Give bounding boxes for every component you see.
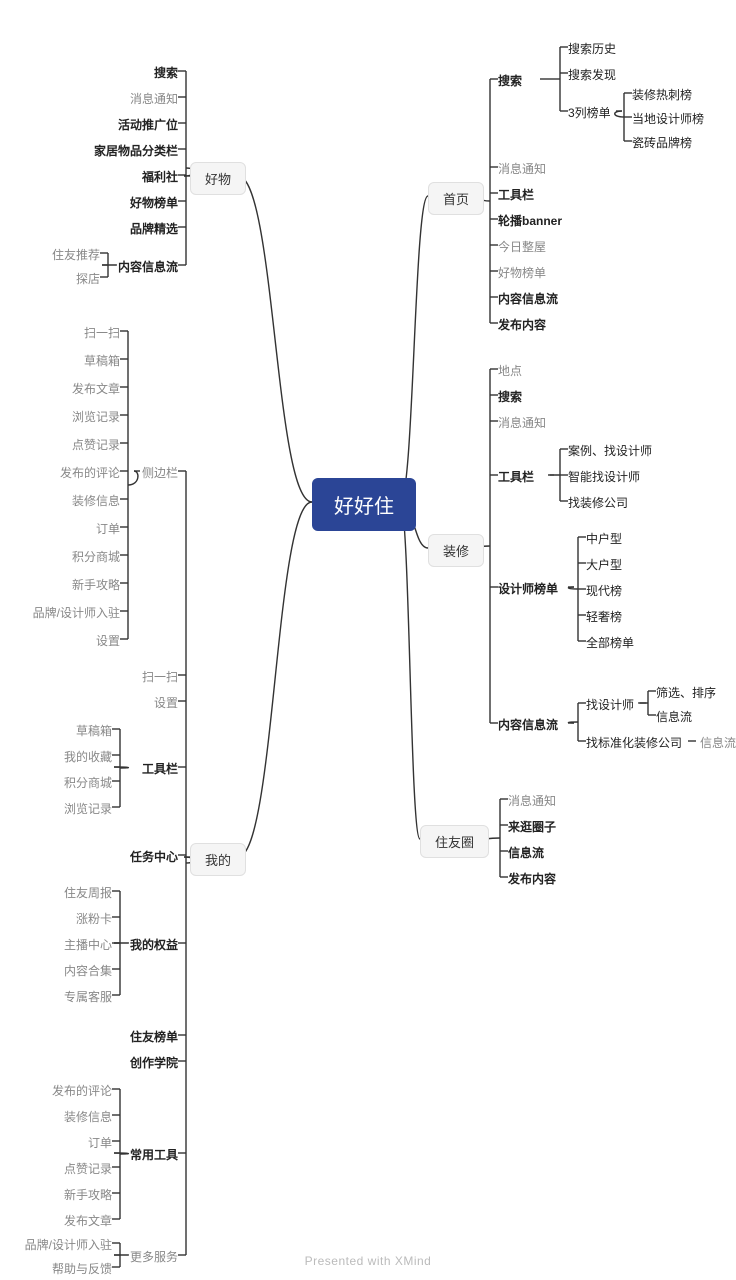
leaf-node[interactable]: 品牌精选 — [130, 220, 178, 237]
leaf-node[interactable]: 设置 — [96, 632, 120, 649]
leaf-node[interactable]: 发布的评论 — [60, 464, 120, 481]
leaf-node[interactable]: 内容合集 — [64, 962, 112, 979]
leaf-node[interactable]: 装修信息 — [72, 492, 120, 509]
leaf-node[interactable]: 内容信息流 — [498, 290, 558, 307]
branch-haowu[interactable]: 好物 — [190, 162, 246, 195]
leaf-node[interactable]: 瓷砖品牌榜 — [632, 134, 692, 151]
leaf-node[interactable]: 住友推荐 — [52, 246, 100, 263]
leaf-node[interactable]: 订单 — [96, 520, 120, 537]
leaf-node[interactable]: 现代榜 — [586, 582, 622, 599]
leaf-node[interactable]: 福利社 — [142, 168, 178, 185]
leaf-node[interactable]: 消息通知 — [130, 90, 178, 107]
leaf-node[interactable]: 积分商城 — [72, 548, 120, 565]
leaf-node[interactable]: 消息通知 — [498, 160, 546, 177]
leaf-node[interactable]: 搜索 — [498, 72, 522, 89]
leaf-node[interactable]: 订单 — [88, 1134, 112, 1151]
leaf-node[interactable]: 扫一扫 — [142, 668, 178, 685]
leaf-node[interactable]: 浏览记录 — [72, 408, 120, 425]
leaf-node[interactable]: 扫一扫 — [84, 324, 120, 341]
leaf-node[interactable]: 点赞记录 — [72, 436, 120, 453]
leaf-node[interactable]: 信息流 — [508, 844, 544, 861]
leaf-node[interactable]: 住友周报 — [64, 884, 112, 901]
leaf-node[interactable]: 找标准化装修公司 — [586, 734, 682, 751]
branch-zhuyouquan[interactable]: 住友圈 — [420, 825, 489, 858]
leaf-node[interactable]: 我的收藏 — [64, 748, 112, 765]
leaf-node[interactable]: 主播中心 — [64, 936, 112, 953]
leaf-node[interactable]: 发布文章 — [64, 1212, 112, 1229]
leaf-node[interactable]: 搜索发现 — [568, 66, 616, 83]
leaf-node[interactable]: 设置 — [154, 694, 178, 711]
leaf-node[interactable]: 涨粉卡 — [76, 910, 112, 927]
root-node[interactable]: 好好住 — [312, 478, 416, 531]
leaf-node[interactable]: 轮播banner — [498, 212, 562, 229]
leaf-node[interactable]: 浏览记录 — [64, 800, 112, 817]
leaf-node[interactable]: 创作学院 — [130, 1054, 178, 1071]
leaf-node[interactable]: 发布文章 — [72, 380, 120, 397]
leaf-node[interactable]: 草稿箱 — [76, 722, 112, 739]
leaf-node[interactable]: 工具栏 — [498, 186, 534, 203]
leaf-node[interactable]: 来逛圈子 — [508, 818, 556, 835]
branch-wode[interactable]: 我的 — [190, 843, 246, 876]
leaf-node[interactable]: 今日整屋 — [498, 238, 546, 255]
leaf-node[interactable]: 草稿箱 — [84, 352, 120, 369]
leaf-node[interactable]: 发布的评论 — [52, 1082, 112, 1099]
leaf-node[interactable]: 找设计师 — [586, 696, 634, 713]
leaf-node[interactable]: 发布内容 — [508, 870, 556, 887]
leaf-node[interactable]: 智能找设计师 — [568, 468, 640, 485]
leaf-node[interactable]: 侧边栏 — [142, 464, 178, 481]
leaf-node[interactable]: 探店 — [76, 270, 100, 287]
branch-shouye[interactable]: 首页 — [428, 182, 484, 215]
leaf-node[interactable]: 住友榜单 — [130, 1028, 178, 1045]
leaf-node[interactable]: 地点 — [498, 362, 522, 379]
leaf-node[interactable]: 专属客服 — [64, 988, 112, 1005]
leaf-node[interactable]: 案例、找设计师 — [568, 442, 652, 459]
leaf-node[interactable]: 好物榜单 — [498, 264, 546, 281]
leaf-node[interactable]: 装修信息 — [64, 1108, 112, 1125]
leaf-node[interactable]: 中户型 — [586, 530, 622, 547]
leaf-node[interactable]: 找装修公司 — [568, 494, 628, 511]
leaf-node[interactable]: 活动推广位 — [118, 116, 178, 133]
leaf-node[interactable]: 消息通知 — [508, 792, 556, 809]
leaf-node[interactable]: 大户型 — [586, 556, 622, 573]
leaf-node[interactable]: 工具栏 — [142, 760, 178, 777]
leaf-node[interactable]: 品牌/设计师入驻 — [25, 1236, 112, 1253]
leaf-node[interactable]: 全部榜单 — [586, 634, 634, 651]
leaf-node[interactable]: 积分商城 — [64, 774, 112, 791]
leaf-node[interactable]: 任务中心 — [130, 848, 178, 865]
leaf-node[interactable]: 内容信息流 — [118, 258, 178, 275]
leaf-node[interactable]: 信息流 — [700, 734, 736, 751]
leaf-node[interactable]: 品牌/设计师入驻 — [33, 604, 120, 621]
leaf-node[interactable]: 3列榜单 — [568, 104, 611, 121]
leaf-node[interactable]: 搜索 — [498, 388, 522, 405]
leaf-node[interactable]: 信息流 — [656, 708, 692, 725]
leaf-node[interactable]: 好物榜单 — [130, 194, 178, 211]
leaf-node[interactable]: 常用工具 — [130, 1146, 178, 1163]
leaf-node[interactable]: 筛选、排序 — [656, 684, 716, 701]
branch-zhuangxiu[interactable]: 装修 — [428, 534, 484, 567]
leaf-node[interactable]: 点赞记录 — [64, 1160, 112, 1177]
leaf-node[interactable]: 家居物品分类栏 — [94, 142, 178, 159]
leaf-node[interactable]: 内容信息流 — [498, 716, 558, 733]
leaf-node[interactable]: 设计师榜单 — [498, 580, 558, 597]
leaf-node[interactable]: 装修热刺榜 — [632, 86, 692, 103]
leaf-node[interactable]: 我的权益 — [130, 936, 178, 953]
leaf-node[interactable]: 搜索历史 — [568, 40, 616, 57]
leaf-node[interactable]: 工具栏 — [498, 468, 534, 485]
footer-credit: Presented with XMind — [0, 1254, 736, 1268]
leaf-node[interactable]: 轻奢榜 — [586, 608, 622, 625]
leaf-node[interactable]: 新手攻略 — [72, 576, 120, 593]
leaf-node[interactable]: 消息通知 — [498, 414, 546, 431]
leaf-node[interactable]: 搜索 — [154, 64, 178, 81]
leaf-node[interactable]: 发布内容 — [498, 316, 546, 333]
leaf-node[interactable]: 当地设计师榜 — [632, 110, 704, 127]
leaf-node[interactable]: 新手攻略 — [64, 1186, 112, 1203]
